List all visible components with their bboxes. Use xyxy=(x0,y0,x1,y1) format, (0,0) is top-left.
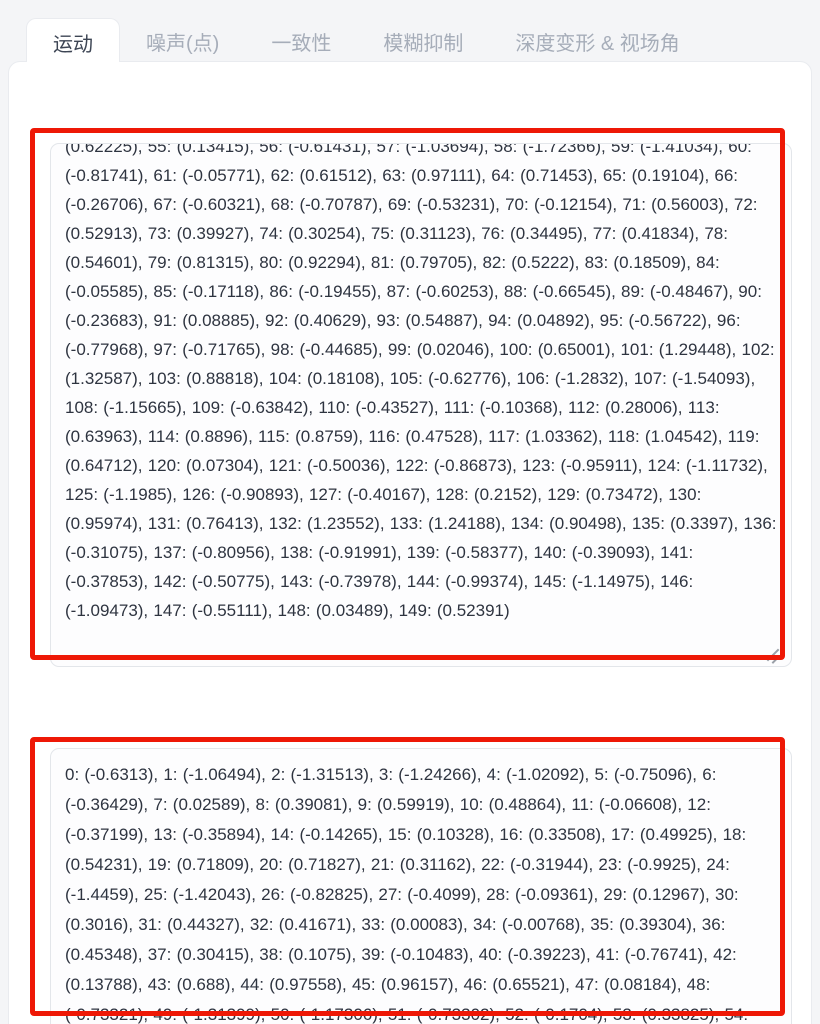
resize-handle-icon[interactable] xyxy=(762,646,784,666)
settings-tabbar: 运动 噪声(点) 一致性 模糊抑制 深度变形 & 视场角 xyxy=(26,18,706,62)
translate-x-input[interactable]: (0.62225), 55: (0.13415), 56: (-0.61431)… xyxy=(50,143,792,667)
translate-y-input[interactable]: 0: (-0.6313), 1: (-1.06494), 2: (-1.3151… xyxy=(50,748,792,1024)
translate-y-value: 0: (-0.6313), 1: (-1.06494), 2: (-1.3151… xyxy=(65,765,749,1024)
tab-anti-blur[interactable]: 模糊抑制 xyxy=(383,33,464,55)
tab-motion[interactable]: 运动 xyxy=(26,18,120,62)
tab-noise[interactable]: 噪声(点) xyxy=(146,33,220,55)
tab-depth-warp-fov[interactable]: 深度变形 & 视场角 xyxy=(515,33,680,55)
translate-x-value: (0.62225), 55: (0.13415), 56: (-0.61431)… xyxy=(65,143,777,620)
tab-coherence[interactable]: 一致性 xyxy=(271,33,332,55)
